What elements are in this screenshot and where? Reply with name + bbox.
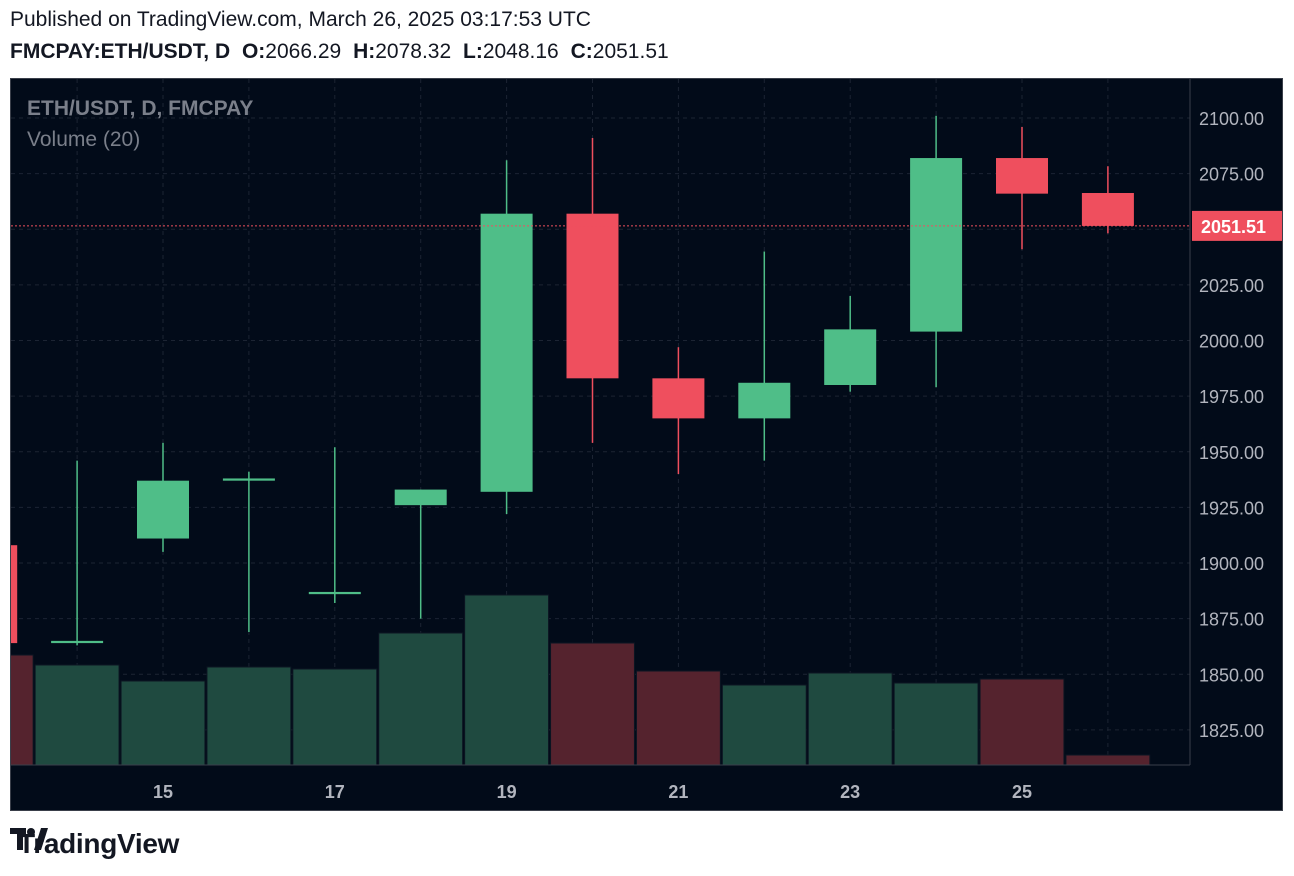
volume-bar — [979, 678, 1065, 766]
volume-bar — [34, 664, 120, 766]
candle-body — [137, 480, 189, 539]
candle-body — [996, 158, 1048, 194]
price-axis — [1190, 79, 1282, 810]
price-tick-label: 2000.00 — [1199, 332, 1264, 352]
open-value: 2066.29 — [265, 40, 342, 63]
symbol-label: FMCPAY:ETH/USDT, D — [10, 40, 231, 63]
time-tick-label: 21 — [668, 782, 688, 802]
tradingview-brand[interactable]: TradingView — [10, 826, 179, 862]
candle-body — [308, 591, 361, 595]
close-value: 2051.51 — [592, 40, 669, 63]
open-key: O: — [241, 40, 266, 63]
high-key: H: — [353, 40, 376, 63]
last-price-label: 2051.51 — [1201, 217, 1266, 237]
volume-bar — [464, 594, 550, 766]
price-tick-label: 1850.00 — [1199, 665, 1264, 685]
candle-body — [824, 329, 877, 385]
price-tick-label: 2100.00 — [1199, 109, 1264, 129]
candle-body — [11, 545, 18, 644]
candle-body — [51, 640, 104, 644]
ohlc-header: FMCPAY:ETH/USDT, D O:2066.29 H:2078.32 L… — [10, 40, 669, 64]
price-tick-label: 1975.00 — [1199, 387, 1264, 407]
candle-body — [480, 213, 533, 492]
volume-bar — [807, 672, 893, 766]
price-tick-label: 1900.00 — [1199, 554, 1264, 574]
volume-bar — [120, 680, 206, 766]
time-axis — [11, 765, 1190, 810]
price-tick-label: 1825.00 — [1199, 721, 1264, 741]
price-tick-label: 1875.00 — [1199, 610, 1264, 630]
candle-body — [1081, 193, 1134, 226]
volume-bar — [721, 684, 807, 766]
candle-body — [910, 158, 963, 332]
volume-bar — [292, 668, 378, 766]
last-price-badge — [1192, 210, 1282, 241]
volume-bar — [893, 682, 979, 766]
time-tick-label: 25 — [1012, 782, 1032, 802]
candle-body — [566, 213, 619, 379]
volume-bar — [378, 632, 464, 766]
high-value: 2078.32 — [375, 40, 452, 63]
price-tick-label: 2075.00 — [1199, 165, 1264, 185]
price-tick-label: 1950.00 — [1199, 443, 1264, 463]
published-line: Published on TradingView.com, March 26, … — [10, 8, 591, 31]
low-key: L: — [463, 40, 483, 63]
price-tick-label: 1925.00 — [1199, 498, 1264, 518]
candlestick-chart[interactable]: 2100.002075.002050.002025.002000.001975.… — [11, 79, 1282, 810]
price-tick-label: 2025.00 — [1199, 276, 1264, 296]
volume-bar — [206, 666, 292, 766]
time-tick-label: 19 — [497, 782, 517, 802]
time-tick-label: 15 — [153, 782, 173, 802]
tradingview-logo-icon — [10, 828, 48, 850]
low-value: 2048.16 — [482, 40, 559, 63]
volume-bar — [635, 670, 721, 766]
chart-pane[interactable]: 2100.002075.002050.002025.002000.001975.… — [10, 78, 1283, 811]
volume-bar — [550, 642, 635, 766]
legend-volume[interactable]: Volume (20) — [27, 128, 141, 151]
legend-symbol[interactable]: ETH/USDT, D, FMCPAY — [27, 97, 254, 120]
volume-bar — [11, 654, 34, 766]
time-tick-label: 23 — [840, 782, 860, 802]
candle-body — [222, 478, 275, 481]
close-key: C: — [570, 40, 593, 63]
time-tick-label: 17 — [325, 782, 345, 802]
candle-body — [394, 489, 447, 506]
candle-body — [738, 382, 791, 419]
candle-body — [652, 378, 705, 419]
volume-bar — [1065, 754, 1151, 766]
